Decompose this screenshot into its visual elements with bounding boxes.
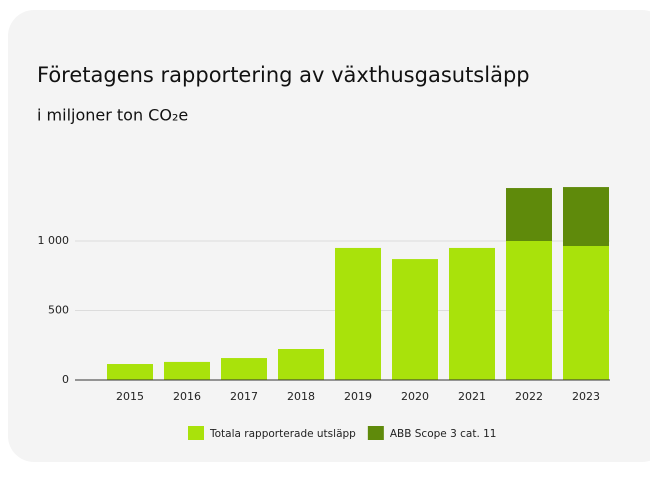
x-tick-label: 2022 xyxy=(515,390,543,403)
y-tick-label: 1 000 xyxy=(38,234,70,247)
x-tick-label: 2018 xyxy=(287,390,315,403)
x-tick-label: 2021 xyxy=(458,390,486,403)
bar xyxy=(563,187,609,247)
bar xyxy=(164,361,210,380)
chart-subtitle: i miljoner ton CO₂e xyxy=(37,106,188,125)
legend-label: ABB Scope 3 cat. 11 xyxy=(390,428,497,440)
x-tick-label: 2020 xyxy=(401,390,429,403)
x-tick-label: 2015 xyxy=(116,390,144,403)
bar xyxy=(449,247,495,380)
bar xyxy=(506,241,552,380)
chart-title: Företagens rapportering av växthusgasuts… xyxy=(37,63,530,87)
bar xyxy=(278,349,324,380)
legend-swatch xyxy=(367,426,384,440)
y-tick-label: 0 xyxy=(62,373,69,386)
legend-swatch xyxy=(188,426,204,440)
bar xyxy=(392,259,438,380)
x-tick-label: 2023 xyxy=(572,390,600,403)
x-tick-label: 2017 xyxy=(230,390,258,403)
bar xyxy=(563,246,609,380)
x-tick-label: 2019 xyxy=(344,390,372,403)
x-tick-label: 2016 xyxy=(173,390,201,403)
bar xyxy=(335,247,381,380)
y-tick-label: 500 xyxy=(48,304,69,317)
legend-label: Totala rapporterade utsläpp xyxy=(209,428,356,440)
bar xyxy=(221,358,267,380)
bar xyxy=(506,188,552,241)
bar xyxy=(107,364,153,380)
